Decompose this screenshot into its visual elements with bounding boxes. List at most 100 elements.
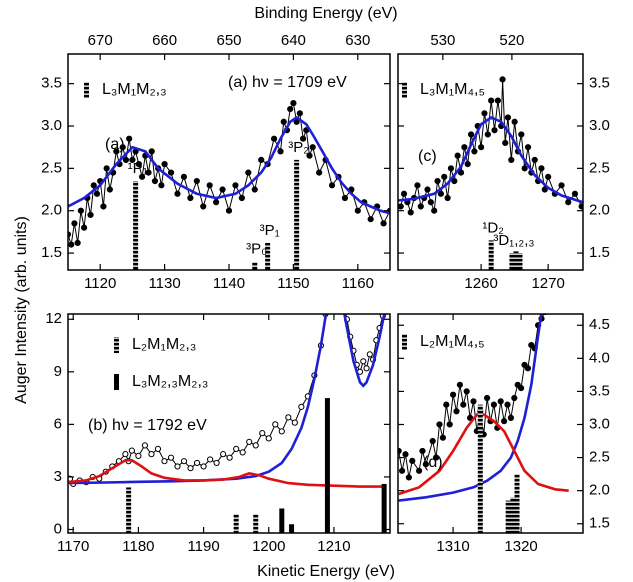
stick-bar	[252, 261, 258, 270]
x2-tick-label: 520	[499, 32, 524, 49]
y-tick-label: 1.5	[589, 244, 610, 261]
panel-label: (c)	[418, 148, 437, 165]
data-point	[306, 152, 313, 159]
fit-curve	[68, 115, 390, 215]
data-point	[245, 169, 252, 176]
y-tick-label: 2.5	[589, 159, 610, 176]
data-point	[478, 144, 485, 151]
data-point	[270, 135, 278, 142]
data-point	[187, 194, 194, 202]
data-point	[466, 414, 474, 421]
data-point	[278, 428, 285, 435]
plot-area	[398, 314, 569, 533]
data-point	[298, 403, 305, 410]
data-point	[521, 165, 528, 172]
plot-area	[398, 76, 583, 270]
x-tick-label: 1160	[342, 275, 374, 292]
legend-label: L₃M₁M₂,₃	[102, 81, 167, 98]
data-point	[328, 182, 336, 189]
legend-label: L₂M₁M₂,₃	[132, 336, 196, 353]
x2-tick-label: 530	[430, 32, 455, 49]
stick-bar	[233, 513, 239, 533]
x2-tick-label: 640	[281, 32, 306, 49]
x2-tick-label: 650	[216, 32, 241, 49]
data-point	[93, 190, 101, 197]
data-point	[167, 454, 175, 461]
data-point	[74, 239, 81, 246]
data-point	[454, 152, 461, 159]
data-point	[545, 173, 552, 180]
data-point	[122, 156, 130, 163]
data-point	[427, 199, 434, 206]
panel-label: (d)	[423, 454, 443, 471]
data-point	[126, 135, 133, 142]
data-point	[225, 207, 233, 214]
data-point	[464, 161, 471, 168]
data-point	[246, 438, 253, 445]
data-point	[128, 447, 135, 454]
stick-bar	[289, 524, 295, 533]
data-point	[193, 459, 201, 467]
stick-bar	[253, 513, 259, 533]
data-point	[504, 401, 511, 408]
data-point	[484, 131, 491, 138]
stick-bar	[514, 474, 520, 533]
data-point	[443, 401, 450, 408]
data-point	[511, 118, 518, 125]
fit-curve	[398, 314, 543, 502]
data-point	[504, 114, 512, 121]
legend-icon	[402, 82, 407, 98]
x-tick-label: 1130	[148, 275, 180, 292]
data-point	[429, 437, 436, 445]
stick-bar	[517, 253, 523, 270]
data-point	[219, 186, 226, 193]
stick-bar	[126, 487, 132, 533]
data-point	[106, 186, 113, 193]
data-point	[187, 465, 194, 472]
data-point	[508, 156, 515, 163]
data-point	[518, 385, 525, 392]
data-point	[328, 290, 333, 295]
stick-bar	[324, 398, 330, 533]
y-axis-label: Auger Intensity (arb. units)	[13, 216, 30, 404]
data-point	[571, 190, 579, 197]
plot-area	[68, 100, 390, 270]
y-tick-label: 3.5	[589, 75, 610, 92]
y-tick-label: 2.0	[589, 482, 610, 499]
data-point	[90, 182, 97, 189]
data-point	[501, 418, 508, 425]
data-point	[441, 173, 448, 180]
data-point	[367, 216, 374, 223]
data-point	[341, 194, 349, 202]
data-point	[481, 110, 488, 117]
stick-bar	[381, 483, 387, 533]
legend-label: L₂M₁M₄,₅	[420, 333, 485, 350]
data-point	[414, 182, 421, 189]
data-point	[524, 365, 532, 372]
data-point	[161, 458, 168, 465]
y-tick-label: 2.0	[41, 202, 62, 219]
panel-frame	[67, 53, 391, 271]
data-point	[502, 139, 509, 147]
data-point	[265, 435, 272, 442]
data-point	[309, 144, 316, 151]
data-point	[119, 144, 126, 151]
fit-curve	[398, 116, 583, 204]
data-point	[113, 148, 120, 155]
data-point	[499, 76, 506, 83]
data-point	[419, 447, 426, 455]
x-tick-label: 1210	[317, 538, 350, 555]
data-point	[291, 419, 298, 426]
data-point	[363, 365, 370, 372]
stick-bar	[279, 508, 285, 533]
x2-tick-label: 660	[152, 32, 177, 49]
data-point	[206, 456, 214, 463]
data-point	[129, 156, 136, 163]
data-point	[258, 156, 265, 163]
data-point	[538, 165, 545, 172]
stick-bar	[133, 181, 139, 270]
data-point	[434, 177, 441, 185]
y-tick-label: 2.5	[589, 449, 610, 466]
data-point	[558, 182, 565, 189]
panel-frame	[67, 313, 391, 534]
